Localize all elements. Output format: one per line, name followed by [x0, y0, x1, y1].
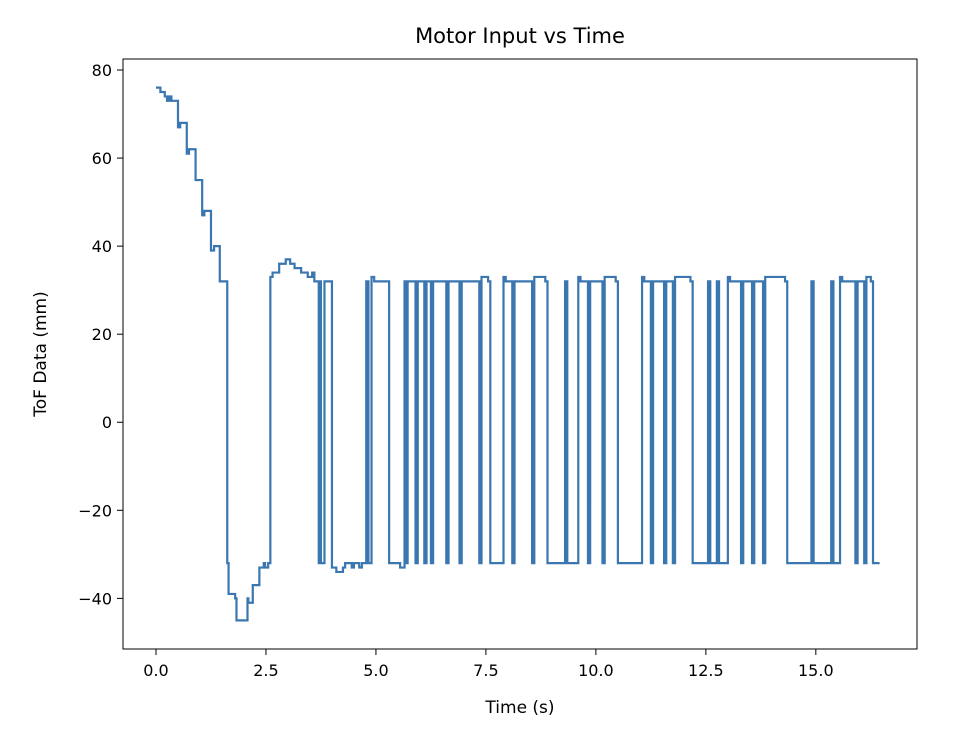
- chart-title: Motor Input vs Time: [415, 24, 625, 48]
- y-tick-label: 80: [92, 61, 112, 80]
- y-axis: −40 −20 0 20 40 60 80: [78, 61, 123, 608]
- x-tick-label: 2.5: [253, 661, 278, 680]
- axes-frame: [122, 58, 918, 650]
- x-tick-label: 0.0: [143, 661, 168, 680]
- y-tick-label: −20: [78, 501, 112, 520]
- x-tick-label: 10.0: [578, 661, 614, 680]
- series-line: [155, 86, 880, 622]
- x-tick-label: 15.0: [798, 661, 834, 680]
- y-tick-label: 0: [102, 413, 112, 432]
- x-axis: 0.0 2.5 5.0 7.5 10.0 12.5 15.0: [143, 649, 834, 680]
- y-tick-label: 40: [92, 237, 112, 256]
- plot-area: [122, 58, 918, 650]
- y-axis-title: ToF Data (mm): [31, 291, 51, 417]
- x-tick-label: 7.5: [473, 661, 498, 680]
- x-tick-label: 12.5: [688, 661, 724, 680]
- x-axis-title: Time (s): [484, 698, 554, 718]
- y-tick-label: 60: [92, 149, 112, 168]
- y-tick-label: 20: [92, 325, 112, 344]
- x-tick-label: 5.0: [363, 661, 388, 680]
- y-tick-label: −40: [78, 589, 112, 608]
